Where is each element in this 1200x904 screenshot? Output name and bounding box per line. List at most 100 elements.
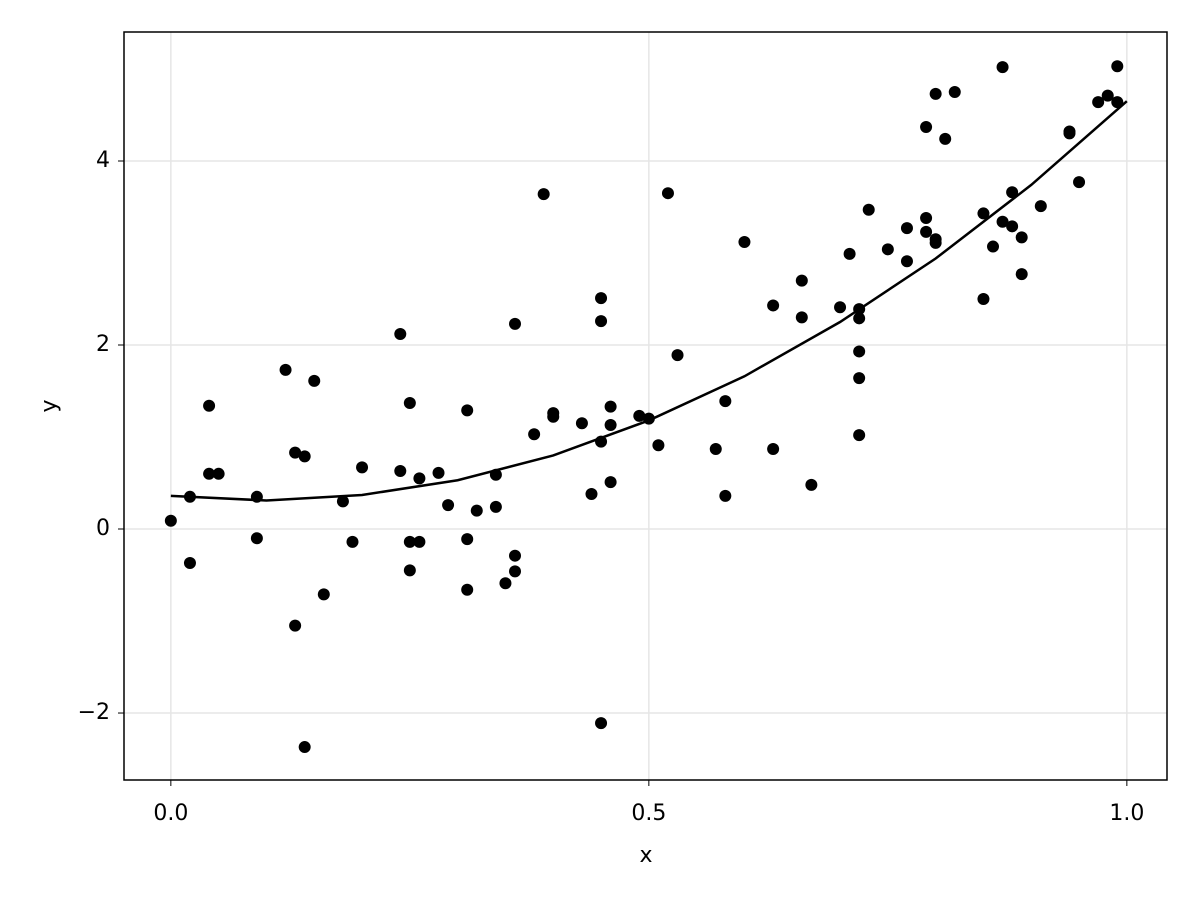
- point: [413, 535, 426, 548]
- point: [795, 274, 808, 287]
- point: [1101, 89, 1114, 102]
- point: [996, 215, 1009, 228]
- y-tick-label: −2: [78, 700, 110, 725]
- point: [900, 255, 913, 268]
- point: [977, 207, 990, 220]
- point: [996, 61, 1009, 74]
- point: [671, 349, 684, 362]
- point: [843, 247, 856, 260]
- point: [394, 327, 407, 340]
- point: [289, 446, 302, 459]
- point: [250, 532, 263, 545]
- point: [394, 465, 407, 478]
- point: [1015, 268, 1028, 281]
- point: [403, 564, 416, 577]
- point: [633, 409, 646, 422]
- point: [987, 240, 1000, 253]
- point: [528, 428, 541, 441]
- point: [298, 741, 311, 754]
- point: [939, 132, 952, 145]
- point: [1034, 200, 1047, 213]
- point: [805, 478, 818, 491]
- x-tick-label: 0.5: [631, 801, 666, 826]
- x-tick-label: 0.0: [153, 801, 188, 826]
- point: [432, 466, 445, 479]
- point: [709, 442, 722, 455]
- point: [346, 535, 359, 548]
- plot-frame: [123, 31, 1168, 781]
- point: [948, 85, 961, 98]
- point: [403, 535, 416, 548]
- point: [604, 476, 617, 489]
- point: [595, 292, 608, 305]
- point: [853, 429, 866, 442]
- point: [1006, 220, 1019, 233]
- point: [853, 372, 866, 385]
- point: [203, 467, 216, 480]
- point: [1063, 127, 1076, 140]
- point: [279, 363, 292, 376]
- point: [356, 461, 369, 474]
- point: [537, 188, 550, 201]
- point: [308, 374, 321, 387]
- point: [183, 557, 196, 570]
- point: [929, 87, 942, 100]
- y-tick-label: 0: [96, 516, 110, 541]
- point: [1111, 96, 1124, 109]
- point: [767, 442, 780, 455]
- y-tick-label: 4: [96, 148, 110, 173]
- point: [661, 187, 674, 200]
- point: [499, 577, 512, 590]
- point: [461, 533, 474, 546]
- point: [1111, 60, 1124, 73]
- point: [298, 450, 311, 463]
- point: [212, 467, 225, 480]
- point: [652, 439, 665, 452]
- point: [585, 488, 598, 501]
- point: [920, 120, 933, 133]
- point: [1015, 231, 1028, 244]
- point: [834, 301, 847, 314]
- point: [461, 404, 474, 417]
- point: [289, 619, 302, 632]
- point: [920, 212, 933, 225]
- x-axis-label: x: [639, 843, 652, 868]
- point: [920, 225, 933, 238]
- point: [203, 399, 216, 412]
- point: [1073, 176, 1086, 189]
- point: [900, 222, 913, 235]
- point: [853, 312, 866, 325]
- point: [403, 396, 416, 409]
- point: [509, 317, 522, 330]
- point: [767, 299, 780, 312]
- point: [929, 236, 942, 249]
- point: [719, 489, 732, 502]
- point: [595, 315, 608, 328]
- point: [575, 417, 588, 430]
- point: [595, 717, 608, 730]
- point: [738, 235, 751, 248]
- point: [470, 504, 483, 517]
- x-tick-label: 1.0: [1109, 801, 1144, 826]
- point: [317, 588, 330, 601]
- y-axis-label: y: [37, 399, 62, 412]
- point: [853, 345, 866, 358]
- point: [795, 311, 808, 324]
- point: [509, 549, 522, 562]
- point: [461, 583, 474, 596]
- point: [1092, 96, 1105, 109]
- point: [604, 400, 617, 413]
- point: [336, 495, 349, 508]
- point: [489, 500, 502, 513]
- point: [862, 203, 875, 216]
- y-tick-label: 2: [96, 332, 110, 357]
- point: [719, 395, 732, 408]
- point: [604, 419, 617, 432]
- point: [881, 243, 894, 256]
- point: [442, 499, 455, 512]
- fit-line: [170, 100, 1128, 502]
- point: [413, 472, 426, 485]
- point: [547, 407, 560, 420]
- point: [164, 514, 177, 527]
